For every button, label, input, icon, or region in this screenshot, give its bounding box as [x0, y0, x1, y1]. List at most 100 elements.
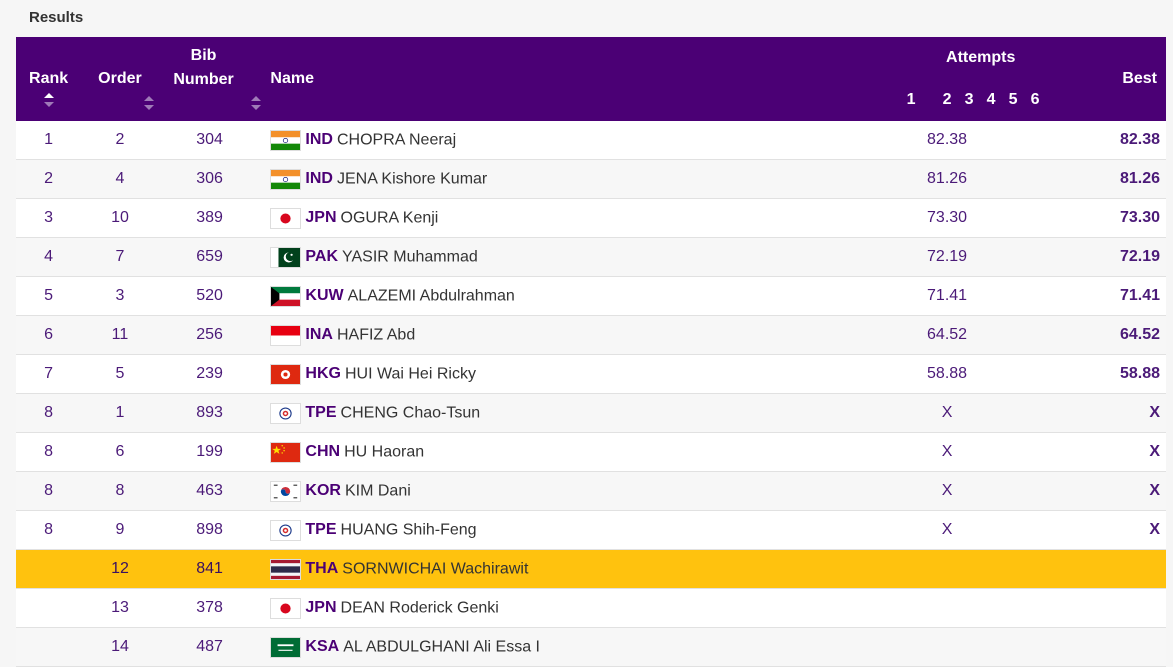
table-row: 1 2 304 IND CHOPRA Neeraj 82.38 82.38 — [16, 121, 1166, 160]
athlete-name-cell: INA HAFIZ Abd — [248, 315, 963, 355]
order-header[interactable]: Order — [81, 37, 158, 121]
results-title: Results — [0, 0, 1173, 37]
athlete-name[interactable]: DEAN Roderick Genki — [340, 599, 499, 617]
best-cell: 71.41 — [1096, 276, 1166, 316]
athlete-name[interactable]: HAFIZ Abd — [336, 326, 416, 344]
bib-cell: 378 — [158, 588, 249, 628]
country-code: TPE — [305, 404, 337, 422]
bib-header-line1: Bib — [190, 47, 217, 64]
table-row: 5 3 520 KUW ALAZEMI Abdulrahman 71.41 71.41 — [16, 276, 1166, 316]
country-code: KSA — [305, 638, 340, 656]
athlete-name[interactable]: CHENG Chao-Tsun — [340, 404, 481, 422]
rank-cell: 8 — [16, 393, 82, 433]
rank-cell — [16, 549, 82, 589]
best-cell: 82.38 — [1096, 121, 1166, 160]
table-row: 13 378 JPN DEAN Roderick Genki — [16, 588, 1166, 628]
attempt-1-cell: 81.26 — [927, 159, 1097, 199]
country-code: IND — [305, 131, 333, 149]
attempt-1-cell — [962, 627, 1097, 667]
bib-cell: 199 — [158, 432, 249, 472]
sort-icon[interactable] — [143, 95, 155, 111]
athlete-name[interactable]: HU Haoran — [344, 443, 425, 461]
order-cell: 10 — [81, 198, 159, 238]
table-row: 7 5 239 HKG HUI Wai Hei Ricky 58.88 58.88 — [16, 354, 1166, 394]
chinese-taipei-flag-icon — [270, 402, 302, 424]
attempt-1-value: X — [941, 482, 953, 499]
country-code: PAK — [305, 248, 338, 266]
best-cell: 64.52 — [1096, 315, 1166, 355]
thailand-flag-icon — [270, 558, 302, 580]
order-cell: 4 — [81, 159, 159, 199]
attempt-1-cell: X — [942, 510, 1097, 550]
athlete-name[interactable]: OGURA Kenji — [340, 209, 439, 227]
country-code: CHN — [305, 443, 341, 461]
sort-icon[interactable] — [250, 95, 262, 111]
bib-cell: 463 — [158, 471, 249, 511]
sort-icon[interactable] — [43, 92, 55, 108]
table-row: 8 6 199 CHN HU Haoran X X — [16, 432, 1166, 472]
best-cell: X — [1096, 510, 1166, 550]
best-cell — [1096, 627, 1166, 667]
athlete-name-cell: JPN DEAN Roderick Genki — [248, 588, 963, 628]
best-header: Best — [1097, 37, 1166, 121]
china-flag-icon — [270, 441, 302, 463]
athlete-name[interactable]: HUI Wai Hei Ricky — [344, 365, 476, 383]
order-header-label: Order — [98, 70, 142, 87]
table-body: 1 2 304 IND CHOPRA Neeraj 82.38 82.38 2 4 306 IND J… — [16, 121, 1166, 667]
athlete-name[interactable]: JENA Kishore Kumar — [336, 170, 488, 188]
athlete-name-cell: KSA AL ABDULGHANI Ali Essa I — [248, 627, 963, 667]
rank-cell: 1 — [16, 121, 82, 160]
athlete-name-cell: HKG HUI Wai Hei Ricky — [248, 354, 963, 394]
athlete-name[interactable]: HUANG Shih-Feng — [340, 521, 477, 539]
attempt-1-value: X — [941, 521, 953, 538]
athlete-name[interactable]: YASIR Muhammad — [342, 248, 478, 266]
saudi-arabia-flag-icon — [270, 636, 302, 658]
order-cell: 2 — [81, 121, 159, 160]
rank-cell — [16, 588, 82, 628]
athlete-name-cell: JPN OGURA Kenji — [248, 198, 963, 238]
athlete-name-cell: IND JENA Kishore Kumar — [248, 159, 963, 199]
best-cell: X — [1096, 393, 1166, 433]
pakistan-flag-icon — [270, 246, 302, 268]
table-row: 2 4 306 IND JENA Kishore Kumar 81.26 81.26 — [16, 159, 1166, 199]
athlete-name[interactable]: CHOPRA Neeraj — [336, 131, 457, 149]
bib-cell: 487 — [158, 627, 249, 667]
attempt-1-cell: 58.88 — [927, 354, 1097, 394]
order-cell: 12 — [81, 549, 159, 589]
rank-header[interactable]: Rank — [16, 37, 81, 121]
athlete-name[interactable]: SORNWICHAI Wachirawit — [342, 560, 529, 578]
attempt-4-label: 4 — [986, 91, 996, 108]
attempt-1-cell — [962, 549, 1097, 589]
best-cell: 73.30 — [1096, 198, 1166, 238]
attempt-1-value: X — [941, 443, 953, 460]
best-cell: X — [1096, 432, 1166, 472]
order-cell: 9 — [81, 510, 159, 550]
best-cell: X — [1096, 471, 1166, 511]
bib-header[interactable]: Bib Number — [159, 37, 262, 121]
kuwait-flag-icon — [270, 285, 302, 307]
bib-cell: 239 — [158, 354, 249, 394]
athlete-name[interactable]: KIM Dani — [344, 482, 411, 500]
order-cell: 1 — [81, 393, 159, 433]
athlete-name[interactable]: ALAZEMI Abdulrahman — [347, 287, 515, 305]
athlete-name[interactable]: AL ABDULGHANI Ali Essa I — [343, 638, 540, 656]
attempt-1-cell: 64.52 — [927, 315, 1097, 355]
table-row: 8 9 898 TPE HUANG Shih-Feng X X — [16, 510, 1166, 550]
country-code: THA — [305, 560, 339, 578]
country-code: JPN — [305, 209, 337, 227]
rank-cell: 6 — [16, 315, 82, 355]
country-code: TPE — [305, 521, 337, 539]
attempt-1-cell: 72.19 — [927, 237, 1097, 277]
attempt-1-value: 72.19 — [927, 248, 968, 265]
chinese-taipei-flag-icon — [270, 519, 302, 541]
table-row: 12 841 THA SORNWICHAI Wachirawit — [16, 549, 1166, 589]
bib-cell: 256 — [158, 315, 249, 355]
attempt-1-label: 1 — [906, 91, 916, 108]
bib-cell: 304 — [158, 121, 249, 160]
table-row: 8 8 463 KOR KIM Dani X X — [16, 471, 1166, 511]
best-cell: 81.26 — [1096, 159, 1166, 199]
rank-cell: 8 — [16, 510, 82, 550]
name-header: Name — [248, 37, 962, 121]
attempt-1-value: 73.30 — [927, 209, 968, 226]
